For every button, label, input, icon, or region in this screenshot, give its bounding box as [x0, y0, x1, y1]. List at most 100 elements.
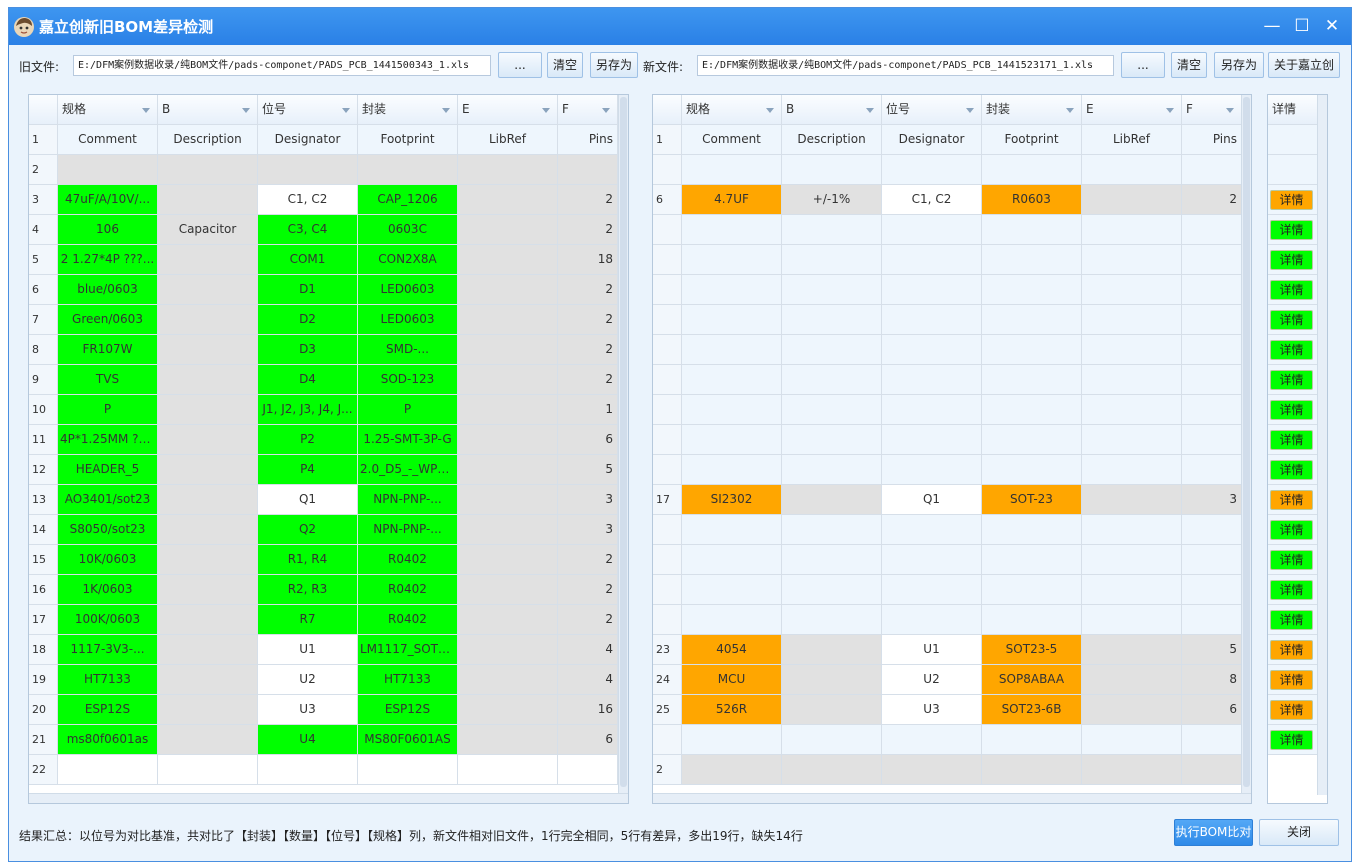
new-bom-cell[interactable]	[982, 215, 1082, 245]
old-bom-cell[interactable]: 1	[558, 395, 618, 425]
new-bom-cell[interactable]	[982, 605, 1082, 635]
old-bom-cell[interactable]	[458, 155, 558, 185]
detail-button[interactable]: 详情	[1270, 700, 1313, 720]
new-bom-cell[interactable]: SOP8ABAA	[982, 665, 1082, 695]
dropdown-arrow-icon[interactable]	[1166, 108, 1174, 113]
detail-button[interactable]: 详情	[1270, 310, 1313, 330]
new-bom-cell[interactable]	[982, 335, 1082, 365]
old-bom-cell[interactable]: U2	[258, 665, 358, 695]
old-bom-column-header[interactable]: F	[558, 95, 618, 125]
new-bom-cell[interactable]	[1082, 335, 1182, 365]
old-bom-cell[interactable]: R7	[258, 605, 358, 635]
new-bom-cell[interactable]	[982, 365, 1082, 395]
old-bom-cell[interactable]: Green/0603	[58, 305, 158, 335]
old-bom-cell[interactable]	[158, 605, 258, 635]
new-bom-cell[interactable]: U1	[882, 635, 982, 665]
new-bom-cell[interactable]	[1082, 185, 1182, 215]
new-bom-cell[interactable]	[882, 725, 982, 755]
detail-button[interactable]: 详情	[1270, 640, 1313, 660]
old-bom-cell[interactable]: D1	[258, 275, 358, 305]
old-bom-cell[interactable]	[458, 725, 558, 755]
old-bom-cell[interactable]: 18	[558, 245, 618, 275]
old-file-path-input[interactable]: E:/DFM案例数据收录/纯BOM文件/pads-componet/PADS_P…	[73, 55, 491, 76]
new-bom-cell[interactable]	[1182, 725, 1242, 755]
old-bom-cell[interactable]: NPN-PNP-...	[358, 485, 458, 515]
new-bom-column-header[interactable]: B	[782, 95, 882, 125]
new-bom-cell[interactable]	[882, 155, 982, 185]
old-bom-cell[interactable]: R2, R3	[258, 575, 358, 605]
dropdown-arrow-icon[interactable]	[766, 108, 774, 113]
old-bom-cell[interactable]	[158, 515, 258, 545]
new-bom-cell[interactable]	[982, 395, 1082, 425]
old-bom-cell[interactable]: C3, C4	[258, 215, 358, 245]
old-bom-horizontal-scrollbar[interactable]	[29, 793, 628, 803]
old-bom-cell[interactable]: R0402	[358, 545, 458, 575]
old-bom-cell[interactable]: Q1	[258, 485, 358, 515]
new-bom-cell[interactable]	[682, 155, 782, 185]
old-bom-cell[interactable]	[458, 215, 558, 245]
new-bom-cell[interactable]	[782, 515, 882, 545]
old-bom-cell[interactable]	[58, 155, 158, 185]
new-bom-cell[interactable]	[1182, 425, 1242, 455]
new-bom-cell[interactable]	[982, 545, 1082, 575]
old-bom-cell[interactable]: ms80f0601as	[58, 725, 158, 755]
new-bom-cell[interactable]	[682, 425, 782, 455]
dropdown-arrow-icon[interactable]	[242, 108, 250, 113]
old-bom-cell[interactable]: Description	[158, 125, 258, 155]
old-bom-cell[interactable]	[458, 305, 558, 335]
old-bom-scroll-thumb[interactable]	[620, 97, 627, 787]
new-bom-cell[interactable]	[1182, 455, 1242, 485]
detail-button[interactable]: 详情	[1270, 580, 1313, 600]
new-bom-column-header[interactable]: F	[1182, 95, 1242, 125]
new-bom-cell[interactable]: 8	[1182, 665, 1242, 695]
new-bom-cell[interactable]	[682, 305, 782, 335]
new-bom-cell[interactable]	[1182, 605, 1242, 635]
new-bom-cell[interactable]	[1082, 455, 1182, 485]
new-bom-cell[interactable]	[1082, 275, 1182, 305]
dropdown-arrow-icon[interactable]	[342, 108, 350, 113]
new-bom-cell[interactable]	[1082, 245, 1182, 275]
old-bom-cell[interactable]: 2.0_D5_-_WPQQ	[358, 455, 458, 485]
old-bom-cell[interactable]	[358, 155, 458, 185]
old-bom-cell[interactable]	[158, 575, 258, 605]
new-bom-cell[interactable]: 2	[1182, 185, 1242, 215]
new-bom-cell[interactable]	[782, 575, 882, 605]
new-bom-cell[interactable]	[1082, 545, 1182, 575]
new-bom-cell[interactable]	[982, 515, 1082, 545]
new-clear-button[interactable]: 清空	[1171, 52, 1207, 78]
old-bom-column-header[interactable]: E	[458, 95, 558, 125]
detail-button[interactable]: 详情	[1270, 190, 1313, 210]
new-bom-cell[interactable]: U3	[882, 695, 982, 725]
minimize-button[interactable]: —	[1263, 16, 1281, 36]
old-bom-cell[interactable]	[258, 755, 358, 785]
detail-button[interactable]: 详情	[1270, 610, 1313, 630]
new-bom-cell[interactable]	[682, 605, 782, 635]
new-bom-cell[interactable]	[882, 335, 982, 365]
new-bom-cell[interactable]	[882, 245, 982, 275]
old-bom-cell[interactable]: Footprint	[358, 125, 458, 155]
old-bom-cell[interactable]: P4	[258, 455, 358, 485]
detail-button[interactable]: 详情	[1270, 400, 1313, 420]
detail-button[interactable]: 详情	[1270, 220, 1313, 240]
old-bom-cell[interactable]: 1.25-SMT-3P-G	[358, 425, 458, 455]
new-bom-cell[interactable]	[1182, 575, 1242, 605]
old-bom-cell[interactable]	[458, 245, 558, 275]
new-bom-cell[interactable]	[1082, 395, 1182, 425]
new-bom-cell[interactable]	[982, 575, 1082, 605]
old-bom-cell[interactable]	[458, 665, 558, 695]
detail-vertical-scrollbar[interactable]	[1317, 95, 1327, 795]
new-bom-cell[interactable]: SI2302	[682, 485, 782, 515]
old-bom-cell[interactable]: 4P*1.25MM ??...	[58, 425, 158, 455]
new-bom-cell[interactable]	[782, 545, 882, 575]
new-bom-cell[interactable]	[682, 335, 782, 365]
new-bom-cell[interactable]: Q1	[882, 485, 982, 515]
new-bom-cell[interactable]: MCU	[682, 665, 782, 695]
old-bom-cell[interactable]: SOD-123	[358, 365, 458, 395]
old-bom-cell[interactable]: Designator	[258, 125, 358, 155]
new-bom-cell[interactable]	[882, 755, 982, 785]
new-bom-cell[interactable]	[782, 305, 882, 335]
detail-button[interactable]: 详情	[1270, 340, 1313, 360]
old-bom-cell[interactable]: J1, J2, J3, J4, J...	[258, 395, 358, 425]
new-bom-cell[interactable]	[1082, 425, 1182, 455]
old-bom-cell[interactable]: U4	[258, 725, 358, 755]
